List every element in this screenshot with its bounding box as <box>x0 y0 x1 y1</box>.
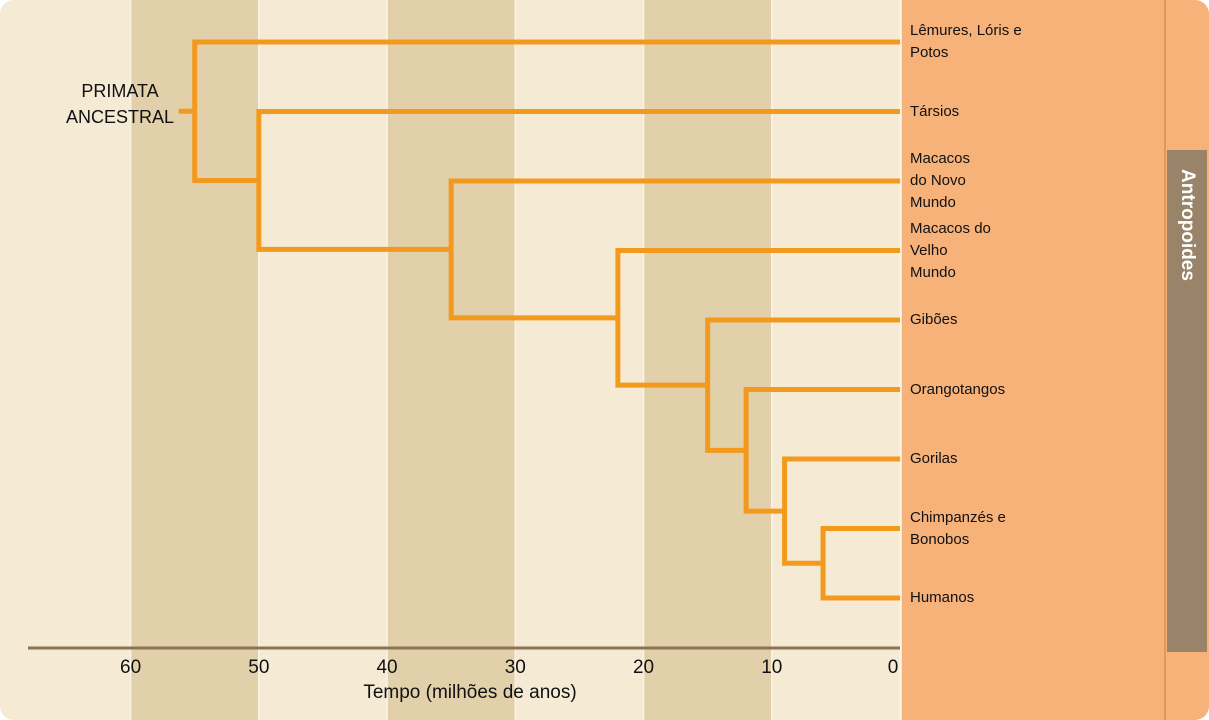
taxon-label: Társios <box>910 101 959 123</box>
side-label: Antropoides <box>1177 169 1198 281</box>
x-tick-label: 10 <box>761 657 782 678</box>
page: Antropoides 60 50 40 30 20 10 0 Tempo (milhões… <box>0 0 1209 720</box>
taxon-label: Potos <box>910 42 948 64</box>
taxon-label: Velho <box>910 240 948 262</box>
taxon-label: Gorilas <box>910 448 958 470</box>
time-band <box>387 0 515 720</box>
taxon-label: Mundo <box>910 192 956 214</box>
taxon-label: do Novo <box>910 170 966 192</box>
x-tick-label: 20 <box>633 657 654 678</box>
taxon-label: Chimpanzés e <box>910 507 1006 529</box>
x-tick-label: 30 <box>505 657 526 678</box>
root-label: PRIMATA <box>40 78 200 104</box>
x-tick-label: 60 <box>120 657 141 678</box>
x-tick-label: 50 <box>248 657 269 678</box>
taxon-label: Humanos <box>910 587 974 609</box>
axis-title: Tempo (milhões de anos) <box>363 682 576 703</box>
taxon-label: Orangotangos <box>910 379 1005 401</box>
taxon-label: Lêmures, Lóris e <box>910 20 1022 42</box>
taxon-label: Bonobos <box>910 529 969 551</box>
x-tick-label: 0 <box>888 657 899 678</box>
x-tick-label: 40 <box>376 657 397 678</box>
root-label: ANCESTRAL <box>40 104 200 130</box>
taxon-label: Macacos <box>910 148 970 170</box>
taxon-label: Gibões <box>910 309 958 331</box>
taxon-label: Macacos do <box>910 218 991 240</box>
taxon-label: Mundo <box>910 262 956 284</box>
